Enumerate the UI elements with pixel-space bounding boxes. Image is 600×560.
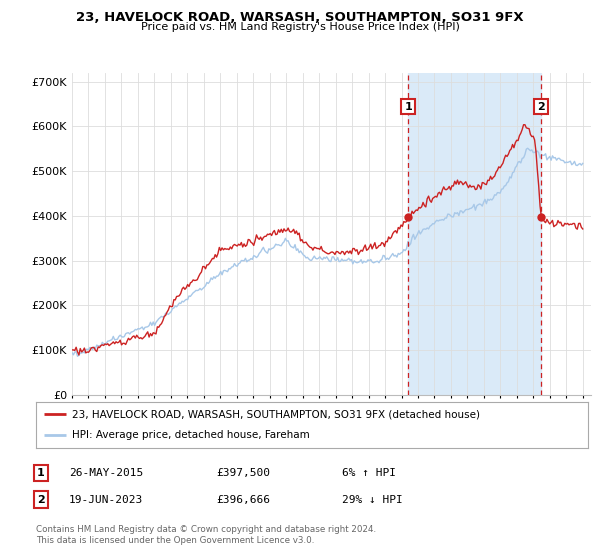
Text: 1: 1 [37,468,44,478]
Text: 2: 2 [537,101,545,111]
Text: 19-JUN-2023: 19-JUN-2023 [69,494,143,505]
Text: This data is licensed under the Open Government Licence v3.0.: This data is licensed under the Open Gov… [36,536,314,545]
Text: HPI: Average price, detached house, Fareham: HPI: Average price, detached house, Fare… [72,431,310,441]
Text: £397,500: £397,500 [216,468,270,478]
Text: Price paid vs. HM Land Registry's House Price Index (HPI): Price paid vs. HM Land Registry's House … [140,22,460,32]
Text: 26-MAY-2015: 26-MAY-2015 [69,468,143,478]
Bar [408,73,541,395]
Text: 29% ↓ HPI: 29% ↓ HPI [342,494,403,505]
Text: Contains HM Land Registry data © Crown copyright and database right 2024.: Contains HM Land Registry data © Crown c… [36,525,376,534]
Text: 2: 2 [37,494,44,505]
Text: 1: 1 [404,101,412,111]
Text: £396,666: £396,666 [216,494,270,505]
Text: 23, HAVELOCK ROAD, WARSASH, SOUTHAMPTON, SO31 9FX: 23, HAVELOCK ROAD, WARSASH, SOUTHAMPTON,… [76,11,524,24]
Text: 23, HAVELOCK ROAD, WARSASH, SOUTHAMPTON, SO31 9FX (detached house): 23, HAVELOCK ROAD, WARSASH, SOUTHAMPTON,… [72,409,480,419]
Text: 6% ↑ HPI: 6% ↑ HPI [342,468,396,478]
